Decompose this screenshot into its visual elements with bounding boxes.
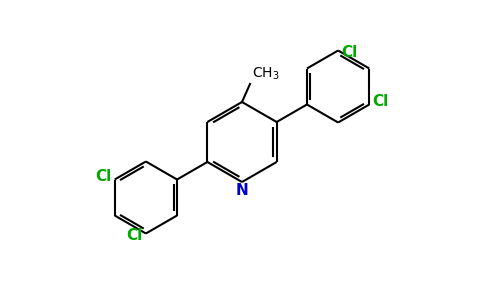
- Text: N: N: [236, 183, 248, 198]
- Text: Cl: Cl: [127, 228, 143, 243]
- Text: Cl: Cl: [95, 169, 112, 184]
- Text: Cl: Cl: [341, 45, 357, 60]
- Text: CH$_3$: CH$_3$: [252, 66, 280, 82]
- Text: Cl: Cl: [372, 94, 389, 109]
